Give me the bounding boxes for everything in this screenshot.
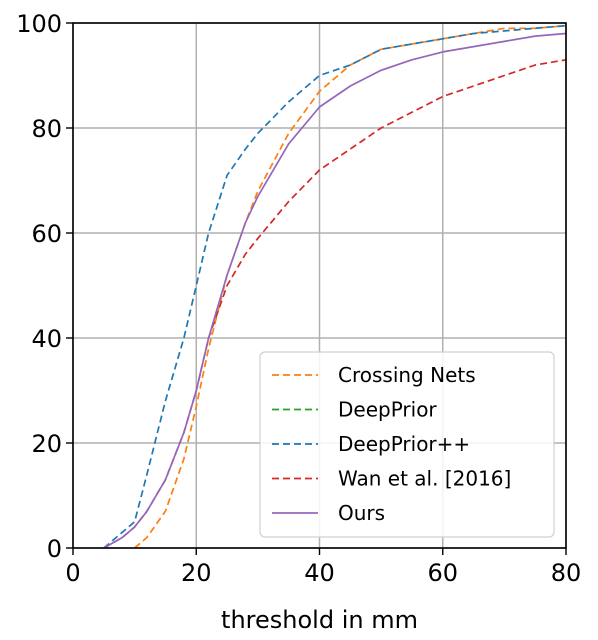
x-tick-label-40: 40: [304, 559, 335, 587]
y-tick-label-0: 0: [47, 535, 62, 563]
series-line-2: [103, 24, 567, 549]
axis-ticks: 0 20 40 60 80 0 20 40 60 80 100: [16, 10, 581, 587]
legend-label-2: DeepPrior++: [338, 432, 470, 456]
legend-box: [259, 351, 555, 538]
legend: Crossing Nets DeepPrior DeepPrior++ Wan et …: [259, 351, 555, 538]
series-line-0: [134, 24, 567, 549]
x-tick-label-60: 60: [427, 559, 458, 587]
y-tick-label-100: 100: [16, 10, 62, 38]
legend-label-3: Wan et al. [2016]: [338, 467, 511, 491]
series-line-4: [103, 32, 567, 549]
legend-label-1: DeepPrior: [338, 398, 437, 422]
y-tick-label-40: 40: [31, 325, 62, 353]
x-tick-label-0: 0: [65, 559, 80, 587]
y-tick-label-80: 80: [31, 115, 62, 143]
legend-label-0: Crossing Nets: [338, 363, 476, 387]
x-tick-label-80: 80: [551, 559, 582, 587]
x-axis-label: threshold in mm: [221, 606, 418, 634]
x-tick-label-20: 20: [181, 559, 212, 587]
legend-label-4: Ours: [338, 501, 385, 525]
series-layer: [103, 24, 567, 549]
y-tick-label-60: 60: [31, 220, 62, 248]
y-tick-label-20: 20: [31, 430, 62, 458]
